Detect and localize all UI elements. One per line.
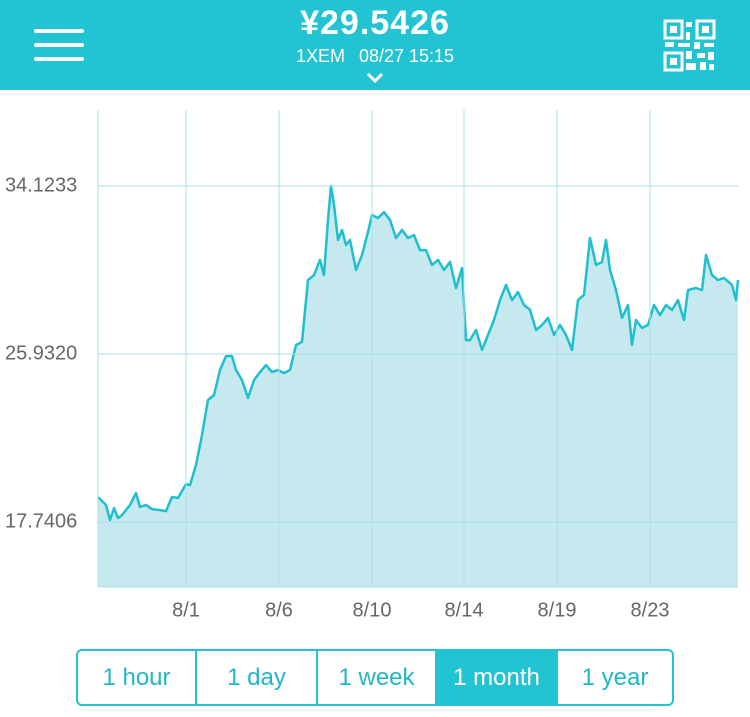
y-tick-label: 25.9320	[5, 342, 77, 364]
dropdown-chevron[interactable]	[366, 72, 384, 84]
y-tick-label: 34.1233	[5, 174, 77, 196]
subtitle: 1XEM 08/27 15:15	[0, 46, 750, 67]
price: ¥29.5426	[300, 4, 450, 42]
x-tick-label: 8/23	[631, 599, 670, 621]
range-button[interactable]: 1 month	[435, 651, 556, 704]
x-tick-label: 8/14	[445, 599, 484, 621]
range-button[interactable]: 1 hour	[102, 664, 171, 691]
x-tick-label: 8/1	[172, 599, 200, 621]
datetime: 08/27 15:15	[358, 46, 455, 66]
line	[97, 184, 740, 522]
menu-button[interactable]	[34, 29, 84, 61]
range-selector: 1 hour 1 day 1 week 1 month 1 year	[76, 649, 674, 706]
range-button[interactable]: 1 year	[556, 651, 672, 704]
range-button[interactable]: 1 day	[195, 651, 316, 704]
x-tick-label: 8/10	[353, 599, 392, 621]
header-icons	[34, 19, 716, 84]
area	[98, 186, 738, 587]
unit: 1XEM	[295, 46, 345, 66]
x-tick-label: 8/19	[538, 599, 577, 621]
y-tick-label: 17.7406	[5, 510, 77, 532]
range-button[interactable]: 1 week	[316, 651, 435, 704]
x-tick-label: 8/6	[265, 599, 293, 621]
qr-button[interactable]	[663, 19, 716, 72]
chart: 17.7406 25.9320 34.1233 8/1 8/6 8/10 8/14 8/19 8…	[5, 110, 740, 621]
header: ¥29.5426 1XEM 08/27 15:15	[0, 0, 750, 90]
